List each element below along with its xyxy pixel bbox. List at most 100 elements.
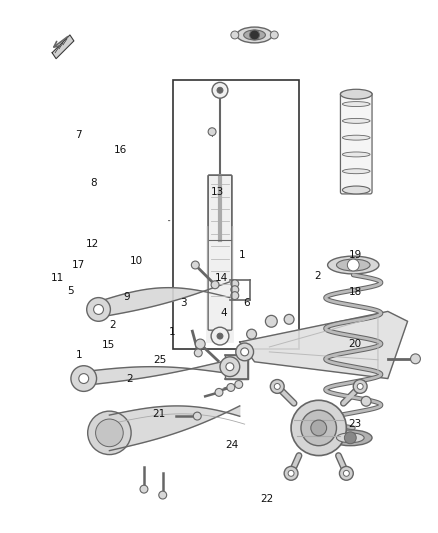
Circle shape xyxy=(88,411,131,455)
Circle shape xyxy=(250,30,259,40)
Text: 9: 9 xyxy=(123,292,130,302)
Ellipse shape xyxy=(343,169,370,174)
Ellipse shape xyxy=(340,89,372,99)
Ellipse shape xyxy=(336,433,364,443)
Polygon shape xyxy=(110,406,240,450)
Circle shape xyxy=(95,419,123,447)
Text: 11: 11 xyxy=(51,273,64,283)
Circle shape xyxy=(361,397,371,406)
Circle shape xyxy=(410,354,420,364)
Circle shape xyxy=(195,339,205,349)
Text: 6: 6 xyxy=(243,298,250,308)
Ellipse shape xyxy=(343,152,370,157)
Circle shape xyxy=(140,485,148,493)
Circle shape xyxy=(215,389,223,397)
Circle shape xyxy=(71,366,96,391)
Circle shape xyxy=(344,432,356,444)
Bar xyxy=(173,80,299,349)
FancyBboxPatch shape xyxy=(208,175,232,330)
Circle shape xyxy=(231,280,239,288)
Circle shape xyxy=(212,83,228,98)
Text: 3: 3 xyxy=(180,298,187,308)
Circle shape xyxy=(220,357,240,377)
Circle shape xyxy=(217,87,223,93)
Ellipse shape xyxy=(237,27,272,43)
Text: 12: 12 xyxy=(86,239,99,249)
Circle shape xyxy=(291,400,346,456)
Text: 22: 22 xyxy=(260,494,273,504)
Polygon shape xyxy=(52,35,74,59)
Text: 2: 2 xyxy=(126,374,133,384)
Circle shape xyxy=(288,471,294,477)
Text: 15: 15 xyxy=(102,341,116,350)
Circle shape xyxy=(101,424,118,442)
Circle shape xyxy=(311,420,327,436)
Circle shape xyxy=(339,466,353,480)
Ellipse shape xyxy=(343,186,370,194)
Circle shape xyxy=(284,314,294,324)
Circle shape xyxy=(194,349,202,357)
Circle shape xyxy=(231,31,239,39)
Text: 14: 14 xyxy=(215,273,228,283)
Text: 7: 7 xyxy=(75,130,81,140)
Ellipse shape xyxy=(244,30,265,40)
Circle shape xyxy=(87,297,110,321)
Text: 8: 8 xyxy=(90,179,97,188)
Circle shape xyxy=(231,292,239,300)
Text: 1: 1 xyxy=(169,327,176,337)
Text: 25: 25 xyxy=(153,355,166,365)
Circle shape xyxy=(265,316,277,327)
Circle shape xyxy=(270,31,278,39)
Circle shape xyxy=(247,329,257,339)
Ellipse shape xyxy=(343,135,370,140)
Circle shape xyxy=(301,410,336,446)
Polygon shape xyxy=(84,360,230,385)
Text: 21: 21 xyxy=(152,409,165,419)
Text: 1: 1 xyxy=(238,250,245,260)
Circle shape xyxy=(353,379,367,393)
Text: 4: 4 xyxy=(221,308,227,318)
Circle shape xyxy=(227,384,235,391)
Text: 13: 13 xyxy=(210,187,224,197)
Text: 18: 18 xyxy=(349,287,362,297)
Circle shape xyxy=(217,333,223,339)
Circle shape xyxy=(347,259,359,271)
Text: 10: 10 xyxy=(130,256,143,266)
Text: 2: 2 xyxy=(110,320,116,330)
Circle shape xyxy=(208,128,216,136)
Polygon shape xyxy=(99,282,230,317)
Polygon shape xyxy=(225,355,247,378)
Ellipse shape xyxy=(343,102,370,107)
Circle shape xyxy=(79,374,88,384)
Circle shape xyxy=(357,384,363,390)
Circle shape xyxy=(270,379,284,393)
Text: 16: 16 xyxy=(114,144,127,155)
Circle shape xyxy=(159,491,167,499)
Circle shape xyxy=(284,466,298,480)
Circle shape xyxy=(343,471,350,477)
Circle shape xyxy=(193,412,201,420)
Ellipse shape xyxy=(336,259,370,271)
Circle shape xyxy=(211,281,219,289)
Text: 24: 24 xyxy=(226,440,239,450)
Circle shape xyxy=(241,348,249,356)
Circle shape xyxy=(236,343,254,361)
Polygon shape xyxy=(240,311,408,378)
Ellipse shape xyxy=(328,430,372,446)
Text: 5: 5 xyxy=(67,286,74,296)
Text: 1: 1 xyxy=(75,350,82,360)
Circle shape xyxy=(226,363,234,370)
Circle shape xyxy=(191,261,199,269)
Ellipse shape xyxy=(328,256,379,274)
Circle shape xyxy=(211,327,229,345)
Text: 17: 17 xyxy=(72,260,85,270)
FancyBboxPatch shape xyxy=(340,92,372,194)
Text: 23: 23 xyxy=(349,419,362,430)
Circle shape xyxy=(231,286,239,294)
Circle shape xyxy=(94,304,103,314)
Text: 2: 2 xyxy=(314,271,321,281)
Circle shape xyxy=(274,384,280,390)
Text: 19: 19 xyxy=(349,250,362,260)
Circle shape xyxy=(235,381,243,389)
Ellipse shape xyxy=(343,118,370,123)
